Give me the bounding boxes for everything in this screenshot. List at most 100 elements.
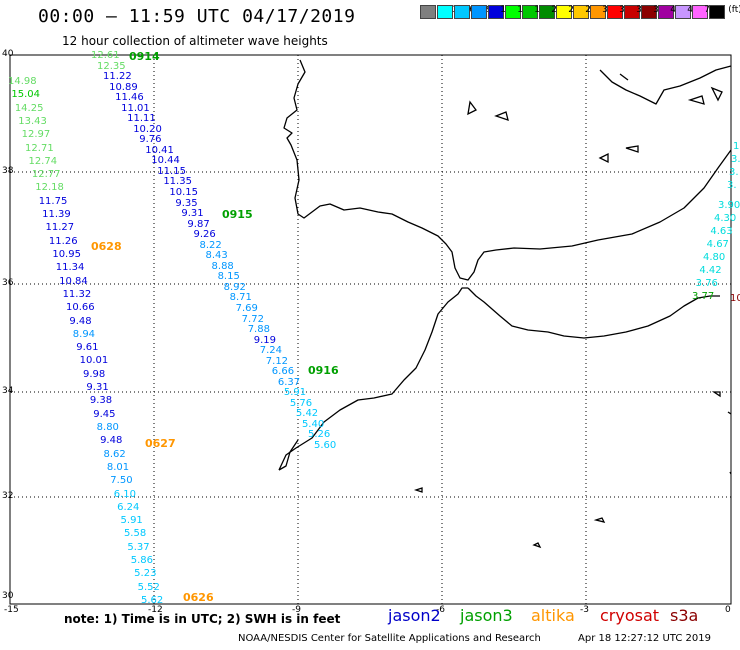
wave-height-label: 9.48 bbox=[100, 435, 123, 447]
legend-swatch bbox=[590, 5, 606, 19]
wave-height-label: 9.48 bbox=[69, 315, 92, 327]
map-subtitle: 12 hour collection of altimeter wave hei… bbox=[62, 34, 328, 48]
wave-height-label: 3.77 bbox=[692, 291, 715, 302]
map-frame bbox=[9, 54, 732, 605]
wave-height-label: 9.76 bbox=[139, 134, 162, 146]
wave-height-label: 6.24 bbox=[117, 501, 140, 513]
legend-swatch bbox=[675, 5, 691, 19]
wave-height-label: 6.37 bbox=[277, 376, 301, 388]
wave-height-label: 12.61 bbox=[91, 50, 120, 61]
wave-height-label: 9.61 bbox=[76, 342, 99, 354]
credit-line: NOAA/NESDIS Center for Satellite Applica… bbox=[238, 633, 541, 644]
islands bbox=[413, 73, 732, 549]
wave-height-label: 9.26 bbox=[193, 229, 216, 241]
wave-height-label: 12.71 bbox=[25, 142, 54, 154]
lat-tick-label: 38 bbox=[2, 166, 14, 176]
satellite-name: cryosat bbox=[600, 606, 660, 625]
legend-swatch bbox=[505, 5, 521, 19]
lon-tick-label: -12 bbox=[148, 605, 163, 615]
legend-swatch bbox=[573, 5, 589, 19]
wave-height-label: 11.34 bbox=[55, 262, 85, 274]
wave-height-label: 14.98 bbox=[8, 76, 37, 87]
wave-height-label: 5.23 bbox=[134, 568, 157, 580]
wave-height-label: 15.04 bbox=[11, 89, 41, 101]
pass-time-mark: 0626 bbox=[183, 591, 214, 604]
pass-time-mark: 0916 bbox=[308, 364, 339, 377]
wave-height-label: 11.46 bbox=[115, 92, 144, 104]
wave-height-label: 6.10 bbox=[113, 488, 136, 500]
map-title: 00:00 – 11:59 UTC 04/17/2019 bbox=[38, 6, 356, 27]
coast-morocco bbox=[278, 287, 468, 471]
wave-height-label: 4.30 bbox=[714, 213, 737, 224]
legend-swatch bbox=[641, 5, 657, 19]
satellite-name: s3a bbox=[670, 606, 699, 625]
wave-height-label: 5.58 bbox=[123, 528, 147, 540]
wave-height-label: 7.69 bbox=[235, 302, 258, 314]
wave-height-label: 11.27 bbox=[45, 222, 75, 234]
lon-tick-label: -9 bbox=[292, 605, 301, 615]
wave-height-label: 11.35 bbox=[163, 176, 192, 188]
wave-height-label: 11.39 bbox=[42, 209, 71, 221]
wave-height-label: 6.66 bbox=[271, 366, 295, 378]
wave-height-label: 4.63 bbox=[710, 226, 733, 237]
wave-height-label: 4.42 bbox=[699, 265, 722, 276]
wave-height-label: 7.72 bbox=[241, 313, 264, 325]
legend-swatch bbox=[471, 5, 487, 19]
legend-swatch bbox=[658, 5, 674, 19]
wave-height-label: 5.26 bbox=[307, 429, 331, 441]
lon-tick-label: -3 bbox=[580, 605, 589, 615]
wave-height-label: 11.11 bbox=[127, 113, 156, 125]
wave-height-label: 8.94 bbox=[72, 328, 96, 340]
generated-timestamp: Apr 18 12:27:12 UTC 2019 bbox=[578, 633, 711, 644]
lon-tick-label: -15 bbox=[4, 605, 19, 615]
legend-swatch bbox=[454, 5, 470, 19]
satellite-name: jason2 bbox=[388, 606, 441, 625]
legend-swatch bbox=[522, 5, 538, 19]
coast-gulf-iberia bbox=[599, 65, 732, 105]
legend-swatch bbox=[624, 5, 640, 19]
wave-height-label: 10.44 bbox=[151, 155, 180, 167]
coastlines bbox=[278, 59, 732, 471]
lat-tick-label: 40 bbox=[2, 49, 14, 59]
lat-lon-grid bbox=[10, 55, 731, 604]
wave-height-label: 8.92 bbox=[223, 281, 246, 293]
wave-height-label: 12.97 bbox=[21, 129, 51, 141]
wave-height-label: 9.45 bbox=[93, 408, 116, 420]
wave-height-label: 12.74 bbox=[28, 155, 58, 167]
wave-height-label: 11.22 bbox=[103, 71, 132, 83]
legend-swatch bbox=[709, 5, 725, 19]
legend-swatch bbox=[607, 5, 623, 19]
wave-height-label: 5.37 bbox=[127, 541, 150, 553]
wave-height-label: 7.50 bbox=[110, 475, 133, 487]
legend-swatch bbox=[539, 5, 555, 19]
wave-height-label: 5.91 bbox=[120, 515, 143, 527]
wave-height-label: 12.35 bbox=[97, 60, 126, 72]
pass-time-mark: 0627 bbox=[145, 437, 176, 450]
satellite-name: jason3 bbox=[460, 606, 513, 625]
wave-height-label: 7.12 bbox=[265, 355, 289, 367]
legend-unit: (ft) bbox=[728, 5, 740, 15]
wave-height-label: 9.38 bbox=[89, 395, 113, 407]
pass-time-mark: 0914 bbox=[129, 50, 160, 63]
pass-time-mark: 0628 bbox=[91, 240, 122, 253]
wave-height-label: 11.26 bbox=[48, 235, 78, 247]
wave-height-label: 10.41 bbox=[145, 144, 174, 156]
legend-swatch bbox=[488, 5, 504, 19]
wave-height-label: 9.98 bbox=[83, 368, 106, 380]
wave-height-label: 8.71 bbox=[229, 292, 252, 304]
wave-height-label: 13.43 bbox=[18, 115, 47, 127]
wave-height-label: 9.19 bbox=[253, 334, 276, 346]
wave-height-label: 8.88 bbox=[211, 260, 234, 272]
legend-swatch bbox=[692, 5, 708, 19]
wave-height-label: 10.15 bbox=[169, 187, 198, 199]
wave-height-label: 9.35 bbox=[175, 197, 198, 209]
wave-height-label: 10 bbox=[730, 293, 740, 304]
wave-height-label: 1 bbox=[733, 141, 740, 152]
lon-tick-label: 0 bbox=[725, 605, 731, 615]
wave-height-label: 3.76 bbox=[695, 278, 718, 289]
wave-height-label: 10.20 bbox=[133, 123, 162, 135]
satellite-name: altika bbox=[531, 606, 575, 625]
legend-swatch bbox=[437, 5, 453, 19]
wave-height-label: 3.90 bbox=[718, 200, 740, 211]
wave-height-label: 5.60 bbox=[314, 440, 337, 451]
